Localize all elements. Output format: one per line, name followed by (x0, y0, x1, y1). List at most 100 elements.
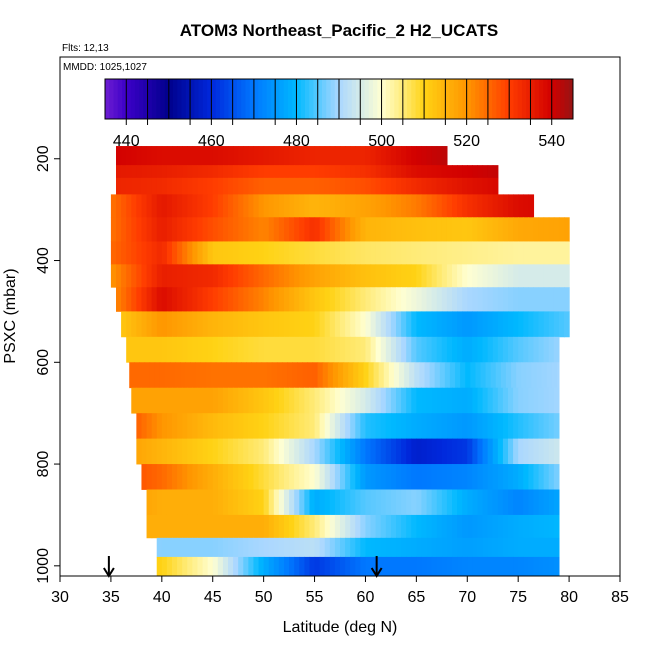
heatmap-cell (477, 413, 484, 440)
heatmap-cell (258, 217, 265, 242)
heatmap-cell (278, 177, 285, 195)
heatmap-cell (294, 165, 300, 179)
heatmap-cell (217, 413, 224, 440)
heatmap-cell (380, 464, 387, 490)
heatmap-cell (222, 264, 229, 288)
heatmap-cell (502, 336, 509, 363)
heatmap-cell (406, 311, 412, 338)
heatmap-cell (287, 362, 293, 389)
heatmap-cell (429, 362, 436, 389)
heatmap-cell (182, 311, 188, 338)
heatmap-cell (294, 514, 300, 539)
heatmap-cell (431, 264, 438, 288)
heatmap-cell (375, 177, 382, 195)
heatmap-cell (340, 146, 346, 166)
heatmap-cell (228, 514, 234, 539)
heatmap-cell (222, 387, 229, 414)
heatmap-cell (238, 514, 244, 539)
heatmap-cell (289, 165, 295, 179)
heatmap-cell (365, 556, 372, 577)
heatmap-cell (207, 489, 214, 516)
heatmap-cell (436, 194, 443, 218)
heatmap-cell (299, 464, 305, 490)
heatmap-cell (436, 336, 443, 363)
heatmap-cell (207, 336, 214, 363)
heatmap-cell (345, 146, 351, 166)
heatmap-cell (197, 438, 204, 465)
heatmap-cell (370, 464, 377, 490)
heatmap-cell (543, 514, 550, 539)
colorbar-cell (198, 79, 204, 119)
heatmap-cell (513, 438, 519, 465)
heatmap-cell (472, 336, 479, 363)
heatmap-cell (151, 146, 158, 166)
heatmap-cell (523, 464, 529, 490)
heatmap-cell (533, 413, 540, 440)
heatmap-cell (197, 287, 204, 312)
heatmap-cell (406, 217, 412, 242)
heatmap-cell (441, 438, 448, 465)
heatmap-cell (172, 387, 178, 414)
heatmap-cell (497, 438, 504, 465)
heatmap-cell (436, 514, 443, 539)
heatmap-cell (299, 438, 305, 465)
heatmap-cell (334, 311, 341, 338)
heatmap-cell (513, 217, 519, 242)
heatmap-cell (146, 464, 153, 490)
colorbar-cell (241, 79, 246, 119)
heatmap-cell (319, 537, 326, 558)
heatmap-cell (273, 241, 280, 265)
heatmap-cell (228, 311, 234, 338)
heatmap-cell (284, 194, 290, 218)
colorbar-cell (458, 79, 463, 119)
heatmap-cell (248, 336, 255, 363)
colorbar-cell (207, 79, 212, 119)
heatmap-cell (263, 146, 270, 166)
colorbar-cells (105, 79, 574, 119)
heatmap-cell (263, 537, 270, 558)
heatmap-cell (222, 165, 229, 179)
heatmap-cell (248, 556, 255, 577)
heatmap-cell (406, 194, 412, 218)
heatmap-cell (365, 514, 372, 539)
colorbar-cell (436, 79, 442, 119)
heatmap-cell (253, 241, 260, 265)
heatmap-cell (523, 217, 529, 242)
colorbar-cell (330, 79, 336, 119)
heatmap-cell (528, 556, 535, 577)
heatmap-cell (156, 287, 163, 312)
heatmap-cell (508, 464, 514, 490)
heatmap-cell (324, 177, 331, 195)
heatmap-cell (212, 514, 219, 539)
heatmap-cell (299, 387, 305, 414)
heatmap-cell (502, 537, 509, 558)
heatmap-cell (556, 362, 560, 389)
heatmap-cell (497, 336, 504, 363)
heatmap-cell (284, 413, 290, 440)
heatmap-cell (304, 537, 311, 558)
heatmap-cell (217, 464, 224, 490)
heatmap-cell (294, 217, 300, 242)
heatmap-cell (380, 177, 387, 195)
heatmap-cell (416, 438, 423, 465)
heatmap-cell (401, 146, 407, 166)
heatmap-cell (278, 217, 285, 242)
heatmap-cell (116, 194, 122, 218)
heatmap-cell (116, 217, 122, 242)
heatmap-cell (156, 489, 163, 516)
heatmap-cell (217, 556, 224, 577)
colorbar-cell (402, 79, 408, 119)
heatmap-cell (197, 217, 204, 242)
heatmap-cell (222, 241, 229, 265)
colorbar-cell (185, 79, 191, 119)
heatmap-cell (401, 387, 407, 414)
heatmap-cell (548, 489, 555, 516)
heatmap-cell (217, 264, 224, 288)
heatmap-cell (212, 311, 219, 338)
heatmap-cell (263, 217, 270, 242)
heatmap-cell (156, 537, 163, 558)
heatmap-cell (207, 413, 214, 440)
heatmap-cell (380, 146, 387, 166)
heatmap-cell (177, 146, 183, 166)
heatmap-cell (256, 362, 263, 389)
